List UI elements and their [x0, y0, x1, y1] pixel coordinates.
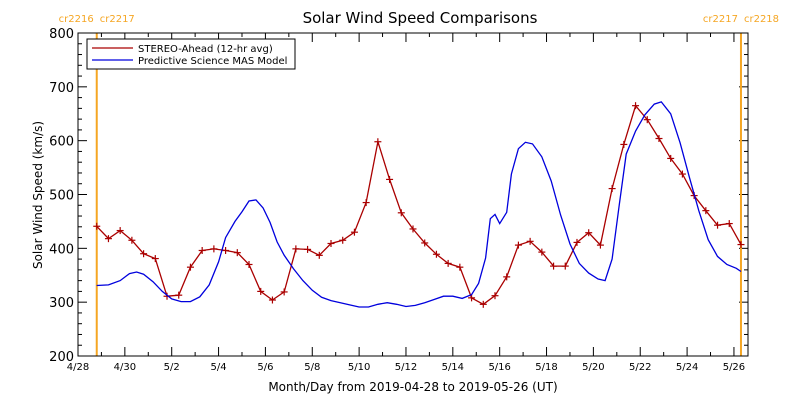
- data-point: [186, 263, 194, 271]
- y-tick-label: 200: [49, 350, 74, 365]
- y-tick-label: 600: [49, 135, 74, 150]
- data-point: [444, 259, 452, 267]
- data-point: [245, 260, 253, 268]
- x-tick-label: 5/2: [164, 362, 180, 373]
- data-point: [526, 237, 534, 245]
- x-tick-label: 5/16: [488, 362, 510, 373]
- data-point: [725, 220, 733, 228]
- data-point: [596, 241, 604, 249]
- data-point: [280, 288, 288, 296]
- x-tick-label: 5/8: [304, 362, 320, 373]
- data-point: [538, 248, 546, 256]
- chart-ticks: [77, 32, 748, 357]
- y-tick-label: 500: [49, 189, 74, 204]
- legend: STEREO-Ahead (12-hr avg) Predictive Scie…: [86, 38, 296, 70]
- data-point: [456, 263, 464, 271]
- data-point: [409, 225, 417, 233]
- data-point: [315, 251, 323, 259]
- data-point: [257, 287, 265, 295]
- data-point: [198, 246, 206, 254]
- x-tick-label: 4/28: [67, 362, 89, 373]
- data-point: [304, 245, 312, 253]
- data-point: [233, 249, 241, 257]
- data-point: [632, 102, 640, 110]
- data-point: [222, 246, 230, 254]
- data-point: [714, 221, 722, 229]
- data-point: [514, 241, 522, 249]
- x-tick-label: 5/10: [348, 362, 370, 373]
- data-point: [491, 292, 499, 300]
- data-point: [737, 241, 745, 249]
- data-point: [210, 245, 218, 253]
- carrington-label-right: cr2218: [744, 14, 779, 25]
- x-tick-label: 5/26: [723, 362, 745, 373]
- data-point: [327, 239, 335, 247]
- data-point: [93, 222, 101, 230]
- data-point: [175, 291, 183, 299]
- series-line-mas: [96, 101, 742, 308]
- data-point: [620, 140, 628, 148]
- legend-box: [86, 38, 296, 70]
- data-point: [362, 199, 370, 207]
- data-point: [468, 294, 476, 302]
- data-point: [573, 238, 581, 246]
- data-point: [140, 250, 148, 258]
- data-point: [128, 236, 136, 244]
- data-point: [702, 207, 710, 215]
- y-axis-label: Solar Wind Speed (km/s): [31, 121, 45, 269]
- data-point: [116, 227, 124, 235]
- x-axis-label: Month/Day from 2019-04-28 to 2019-05-26 …: [268, 380, 557, 394]
- data-point: [503, 273, 511, 281]
- data-point: [292, 245, 300, 253]
- data-point: [397, 209, 405, 217]
- data-point: [339, 236, 347, 244]
- carrington-label-right: cr2217: [100, 14, 135, 25]
- data-point: [151, 255, 159, 263]
- rotation-markers: cr2216 cr2217 cr2217 cr2218: [59, 14, 779, 356]
- data-point: [386, 175, 394, 183]
- chart-title: Solar Wind Speed Comparisons: [303, 9, 538, 27]
- x-tick-label: 5/20: [582, 362, 604, 373]
- data-point: [667, 154, 675, 162]
- data-point: [608, 185, 616, 193]
- data-point: [655, 135, 663, 143]
- data-point: [479, 300, 487, 308]
- data-point: [678, 170, 686, 178]
- data-point: [432, 250, 440, 258]
- data-point: [550, 262, 558, 270]
- y-tick-label: 700: [49, 81, 74, 96]
- data-point: [350, 228, 358, 236]
- x-tick-label: 5/24: [676, 362, 698, 373]
- data-point: [643, 116, 651, 124]
- x-tick-label: 5/6: [257, 362, 273, 373]
- data-point: [561, 262, 569, 270]
- carrington-label-left: cr2216: [59, 14, 94, 25]
- carrington-label-left: cr2217: [703, 14, 738, 25]
- y-tick-label: 400: [49, 242, 74, 257]
- x-tick-label: 5/12: [395, 362, 417, 373]
- x-tick-label: 5/18: [535, 362, 557, 373]
- data-point: [421, 239, 429, 247]
- data-point: [585, 229, 593, 237]
- data-point: [104, 235, 112, 243]
- x-tick-label: 5/22: [629, 362, 651, 373]
- x-tick-label: 5/4: [211, 362, 227, 373]
- legend-label-stereo: STEREO-Ahead (12-hr avg): [138, 44, 273, 55]
- chart-series: [93, 101, 745, 308]
- legend-label-mas: Predictive Science MAS Model: [138, 56, 287, 67]
- x-tick-label: 4/30: [114, 362, 136, 373]
- chart-tick-labels: 200 300 400 500 600 700 800 4/28 4/30 5/2 5/4 5/6 5/…: [49, 27, 745, 373]
- plot-frame: [77, 32, 749, 357]
- y-tick-label: 300: [49, 296, 74, 311]
- data-point: [374, 138, 382, 146]
- y-tick-label: 800: [49, 27, 74, 42]
- x-tick-label: 5/14: [442, 362, 464, 373]
- data-point: [268, 296, 276, 304]
